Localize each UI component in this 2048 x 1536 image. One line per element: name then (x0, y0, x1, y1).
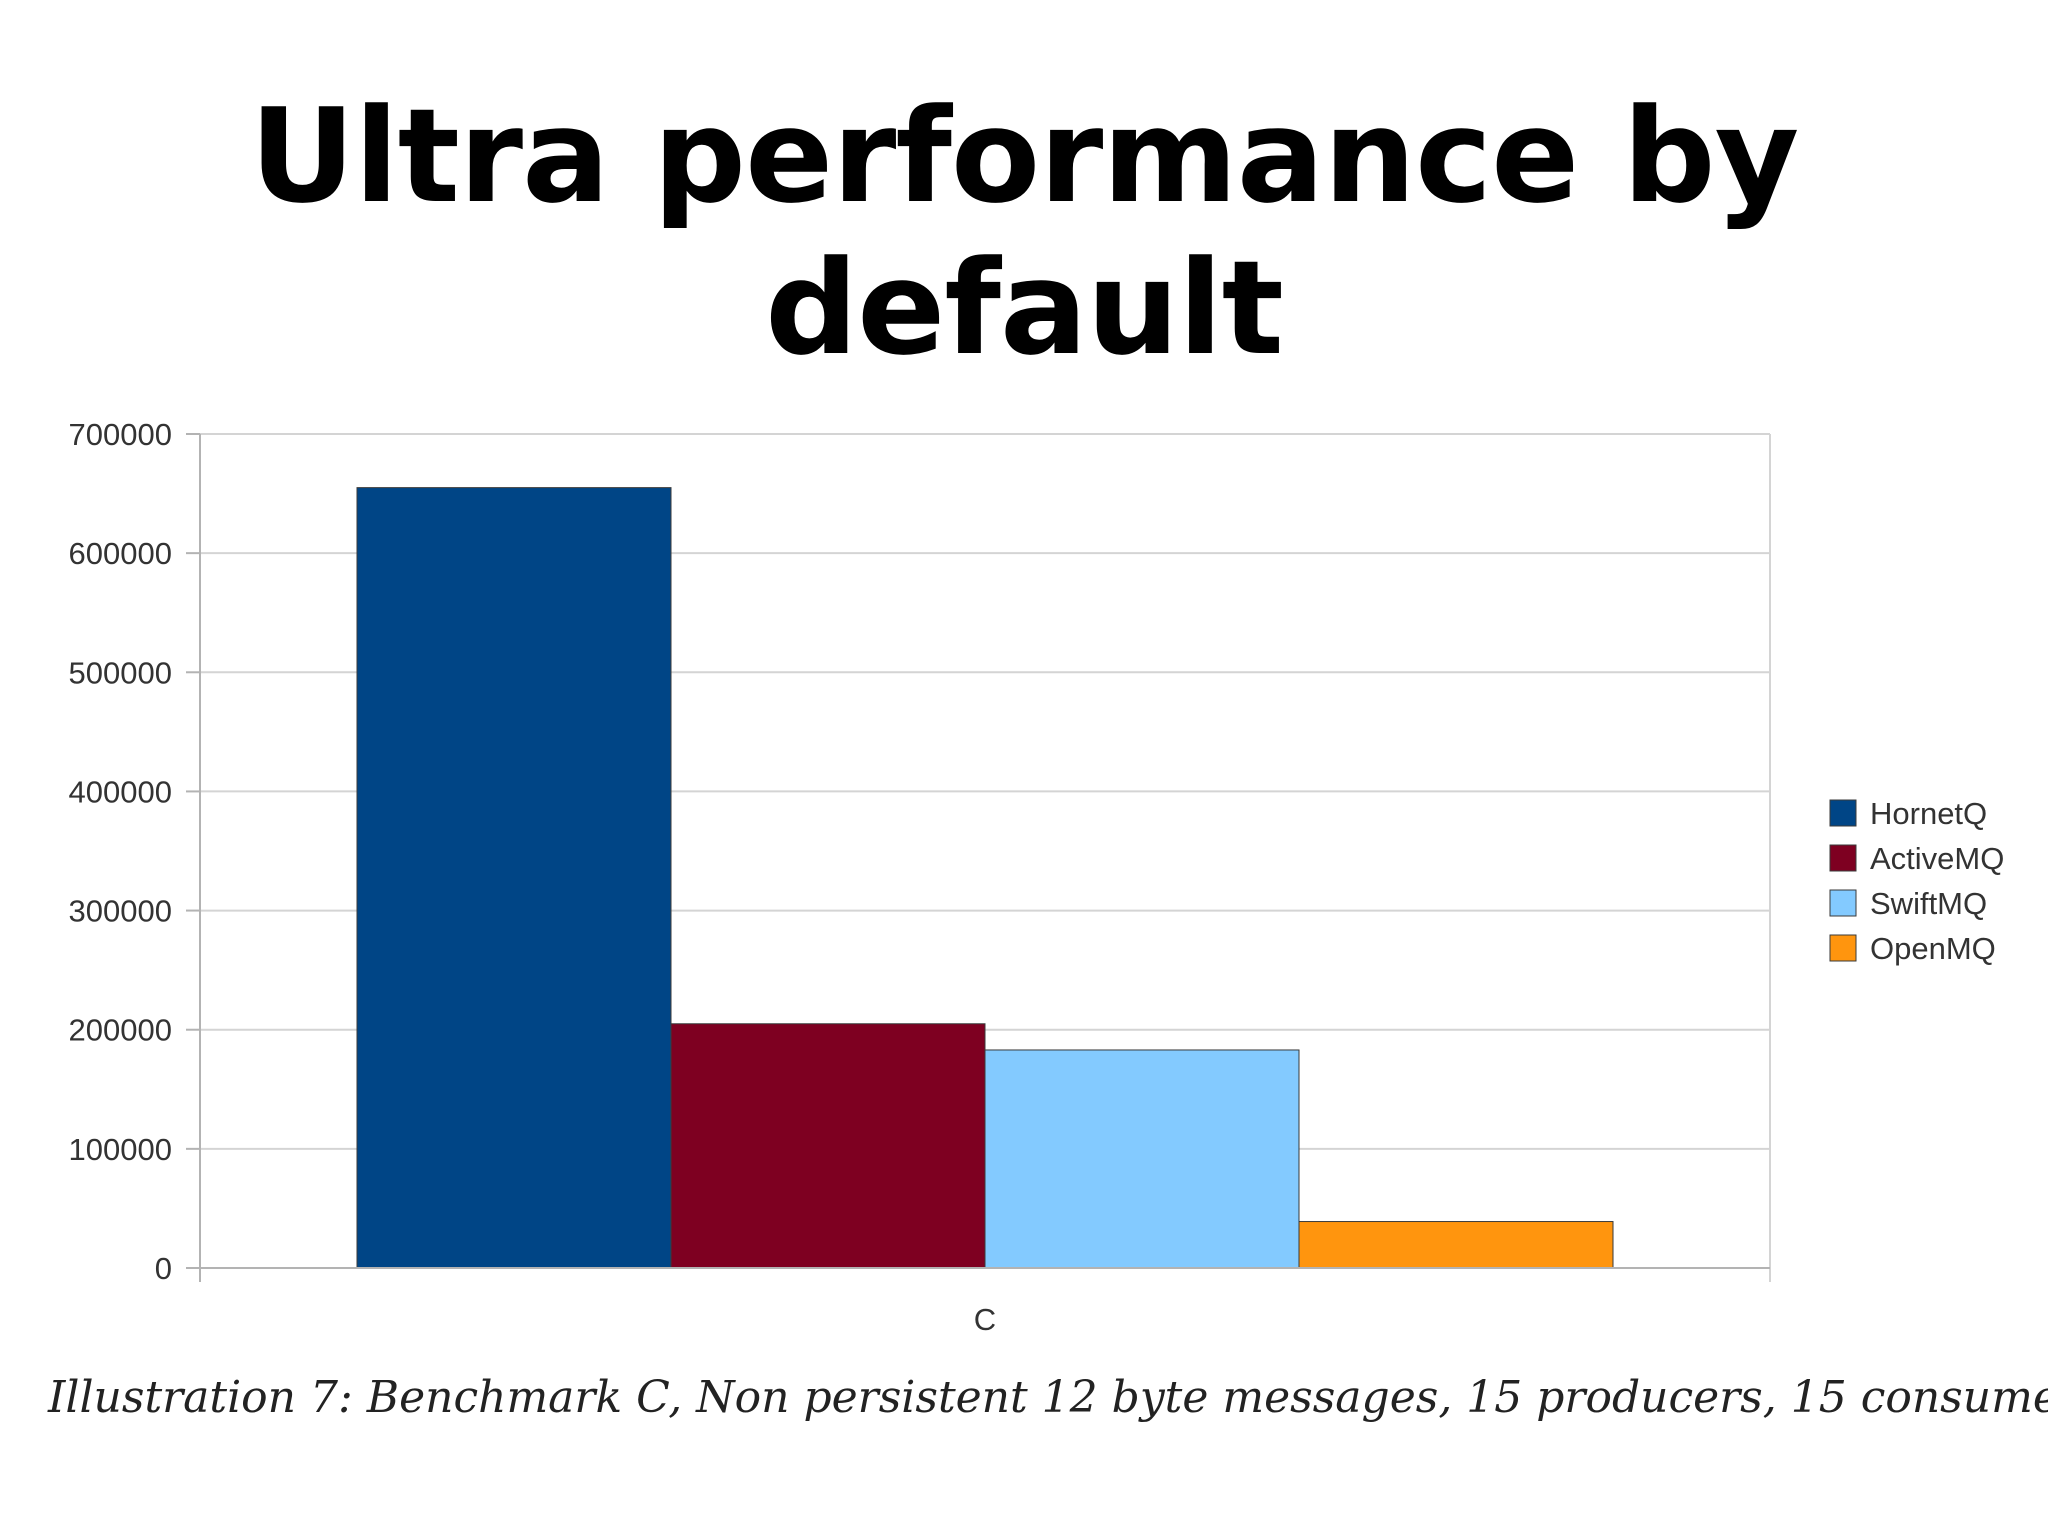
x-axis: C (186, 1267, 1770, 1337)
legend-swatch-hornetq (1829, 799, 1857, 827)
figure-caption: Illustration 7: Benchmark C, Non persist… (48, 1372, 2048, 1423)
legend-swatch-activemq (1829, 844, 1857, 872)
y-tick-label: 200000 (69, 1013, 172, 1048)
bars (356, 487, 1614, 1269)
legend-label-hornetq: HornetQ (1870, 796, 1987, 831)
y-tick-label: 0 (155, 1251, 172, 1286)
y-tick-label: 300000 (69, 894, 172, 929)
x-tick-label: C (974, 1302, 996, 1337)
bar-chart: 0 100000 200000 300000 400000 500000 600000 700… (69, 417, 2005, 1337)
y-tick-label: 500000 (69, 655, 172, 690)
legend-label-swiftmq: SwiftMQ (1870, 886, 1987, 921)
y-tick-label: 400000 (69, 774, 172, 809)
legend-label-activemq: ActiveMQ (1870, 841, 2004, 876)
legend-label-openmq: OpenMQ (1870, 931, 1996, 966)
bar-openmq (1298, 1221, 1614, 1269)
y-tick-label: 600000 (69, 536, 172, 571)
bar-activemq (670, 1023, 986, 1269)
y-tick-label: 100000 (69, 1132, 172, 1167)
y-tick-label: 700000 (69, 417, 172, 452)
bar-hornetq (356, 487, 672, 1269)
slide-title: Ultra performance by default (249, 80, 1800, 384)
legend-swatch-openmq (1829, 934, 1857, 962)
legend: HornetQ ActiveMQ SwiftMQ OpenMQ (1829, 796, 2004, 966)
legend-swatch-swiftmq (1829, 889, 1857, 917)
bar-swiftmq (984, 1049, 1300, 1269)
y-axis-ticks: 0 100000 200000 300000 400000 500000 600000 700… (69, 417, 200, 1286)
